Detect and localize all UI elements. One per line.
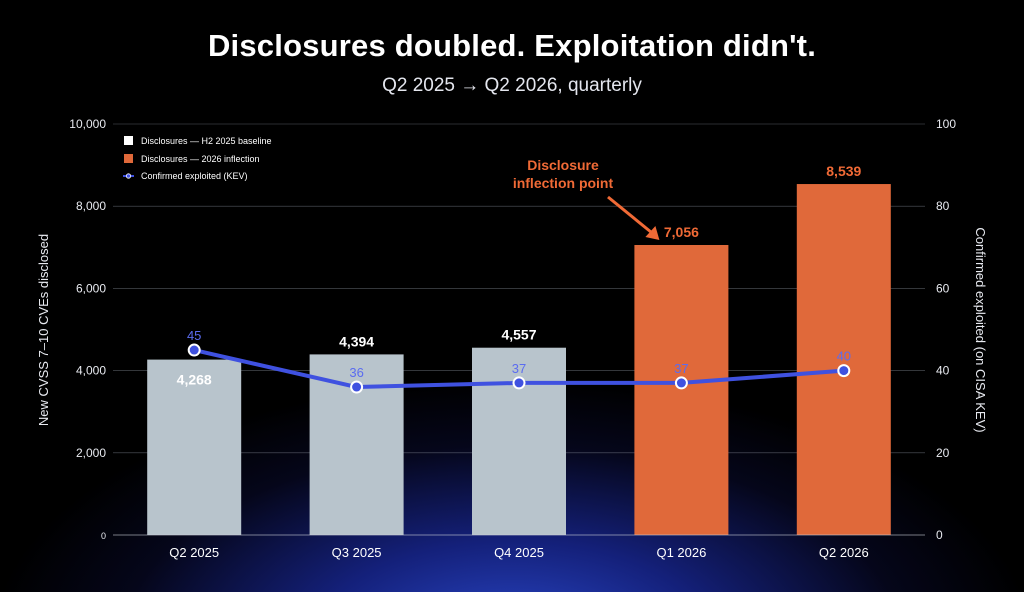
y-tick-label: 8,000 — [76, 199, 106, 213]
bars — [147, 184, 891, 535]
line-value-label: 37 — [674, 361, 688, 376]
bar-value-label: 4,394 — [339, 333, 374, 349]
line-point — [674, 376, 688, 390]
line-value-label: 45 — [187, 328, 201, 343]
legend-swatch-inflection — [124, 154, 133, 163]
line-point — [187, 343, 201, 357]
y2-tick-label: 40 — [936, 364, 950, 378]
y2-tick-label: 0 — [936, 528, 943, 542]
y-tick-label: 4,000 — [76, 364, 106, 378]
inflection-annotation: Disclosure inflection point — [513, 157, 660, 240]
annotation-arrow — [607, 195, 655, 236]
annotation-text: inflection point — [513, 175, 614, 191]
legend-swatch-baseline — [124, 136, 133, 145]
y2-tick-label: 100 — [936, 117, 956, 131]
bar — [147, 359, 242, 535]
y-tick-label: 0 — [101, 531, 106, 541]
line-value-label: 40 — [837, 349, 851, 364]
y-axis-title: New CVSS 7–10 CVEs disclosed — [36, 234, 51, 426]
annotation-arrowhead — [645, 226, 660, 240]
legend: Disclosures — H2 2025 baseline Disclosure… — [123, 136, 272, 181]
line-labels: 45 36 37 37 40 — [187, 328, 851, 380]
bar-value-label: 4,557 — [501, 327, 536, 343]
legend-swatch-marker — [125, 173, 132, 179]
y2-tick-label: 80 — [936, 199, 950, 213]
annotation-text: Disclosure — [527, 157, 599, 173]
left-axis-ticks: 0 2,000 4,000 6,000 8,000 10,000 — [69, 117, 106, 541]
y2-axis-title: Confirmed exploited (on CISA KEV) — [973, 227, 988, 432]
chart-subtitle: Q2 2025 → Q2 2026, quarterly — [382, 75, 642, 96]
right-axis-ticks: 0 20 40 60 80 100 — [936, 117, 956, 542]
category-labels: Q2 2025 Q3 2025 Q4 2025 Q1 2026 Q2 2026 — [169, 545, 868, 560]
y-tick-label: 6,000 — [76, 281, 106, 295]
y2-tick-label: 20 — [936, 446, 950, 460]
chart-title: Disclosures doubled. Exploitation didn't… — [207, 28, 817, 63]
line-value-label: 36 — [349, 365, 363, 380]
category-label: Q2 2026 — [819, 545, 869, 560]
legend-label-line: Confirmed exploited (KEV) — [141, 171, 248, 181]
bar-value-label: 4,268 — [177, 372, 212, 388]
category-label: Q3 2025 — [332, 545, 382, 560]
bar-value-label: 7,056 — [664, 224, 699, 240]
bar-value-label: 8,539 — [826, 163, 861, 179]
category-label: Q2 2025 — [169, 545, 219, 560]
line-point — [837, 364, 851, 378]
y-tick-label: 2,000 — [76, 446, 106, 460]
category-label: Q4 2025 — [494, 545, 544, 560]
bar — [796, 184, 891, 535]
y2-tick-label: 60 — [936, 281, 950, 295]
line-value-label: 37 — [512, 361, 526, 376]
bar — [634, 244, 729, 535]
y-tick-label: 10,000 — [69, 117, 106, 131]
legend-label-inflection: Disclosures — 2026 inflection — [141, 154, 260, 164]
line-point — [512, 376, 526, 390]
legend-label-baseline: Disclosures — H2 2025 baseline — [141, 136, 272, 146]
bar-labels: 4,268 4,394 4,557 7,056 8,539 — [177, 163, 862, 388]
line-point — [350, 380, 364, 394]
category-label: Q1 2026 — [656, 545, 706, 560]
exploited-line — [187, 343, 851, 394]
